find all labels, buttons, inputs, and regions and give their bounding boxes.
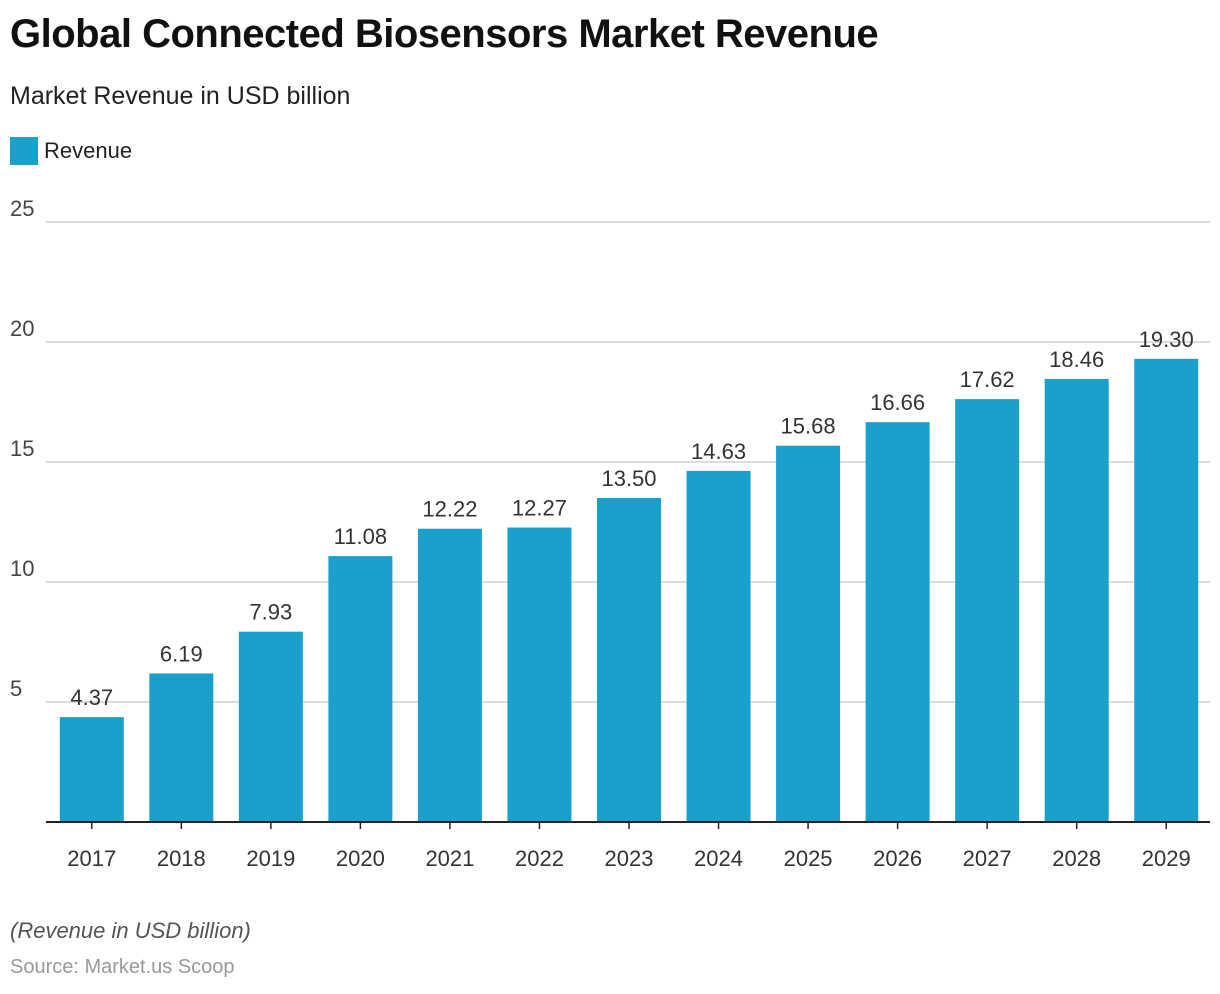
bar-chart: 5101520254.3720176.1920187.93201911.0820… — [10, 196, 1210, 871]
x-tick-label: 2018 — [157, 846, 206, 871]
bar — [776, 445, 841, 822]
y-tick-label: 20 — [10, 316, 34, 341]
y-tick-label: 5 — [10, 676, 22, 701]
bar — [1044, 378, 1109, 822]
footnote: (Revenue in USD billion) — [10, 918, 251, 943]
x-tick-label: 2022 — [515, 846, 564, 871]
data-label: 12.27 — [512, 496, 567, 521]
bar — [328, 556, 393, 822]
data-label: 4.37 — [70, 685, 113, 710]
y-tick-label: 15 — [10, 436, 34, 461]
x-tick-label: 2020 — [336, 846, 385, 871]
bar — [417, 528, 482, 822]
bar — [59, 717, 124, 822]
data-label: 6.19 — [160, 641, 203, 666]
bar — [507, 527, 572, 822]
x-tick-label: 2023 — [605, 846, 654, 871]
bar — [597, 498, 661, 822]
data-label: 19.30 — [1139, 327, 1194, 352]
y-tick-label: 25 — [10, 196, 34, 221]
chart-title: Global Connected Biosensors Market Reven… — [10, 12, 879, 56]
x-tick-label: 2029 — [1142, 846, 1191, 871]
legend-label: Revenue — [44, 138, 133, 163]
bar — [238, 631, 303, 822]
legend-swatch — [10, 137, 38, 165]
source-note: Source: Market.us Scoop — [10, 956, 235, 978]
data-label: 18.46 — [1049, 347, 1104, 372]
data-label: 15.68 — [781, 414, 836, 439]
x-tick-label: 2017 — [67, 846, 116, 871]
x-tick-label: 2028 — [1052, 846, 1101, 871]
x-tick-label: 2026 — [873, 846, 922, 871]
bar — [686, 470, 751, 822]
data-label: 13.50 — [601, 466, 656, 491]
bar — [1134, 358, 1199, 822]
bar — [955, 399, 1020, 822]
data-label: 12.22 — [422, 497, 477, 522]
x-tick-label: 2024 — [694, 846, 743, 871]
data-label: 16.66 — [870, 390, 925, 415]
legend: Revenue — [10, 137, 132, 165]
bar — [865, 422, 930, 822]
x-tick-label: 2025 — [784, 846, 833, 871]
bar — [149, 673, 214, 822]
data-label: 14.63 — [691, 439, 746, 464]
data-label: 11.08 — [334, 524, 387, 549]
x-tick-label: 2021 — [425, 846, 474, 871]
x-tick-label: 2019 — [246, 846, 295, 871]
data-label: 17.62 — [960, 367, 1015, 392]
data-label: 7.93 — [249, 600, 292, 625]
y-tick-label: 10 — [10, 556, 34, 581]
x-tick-label: 2027 — [963, 846, 1012, 871]
chart-subtitle: Market Revenue in USD billion — [10, 82, 351, 110]
